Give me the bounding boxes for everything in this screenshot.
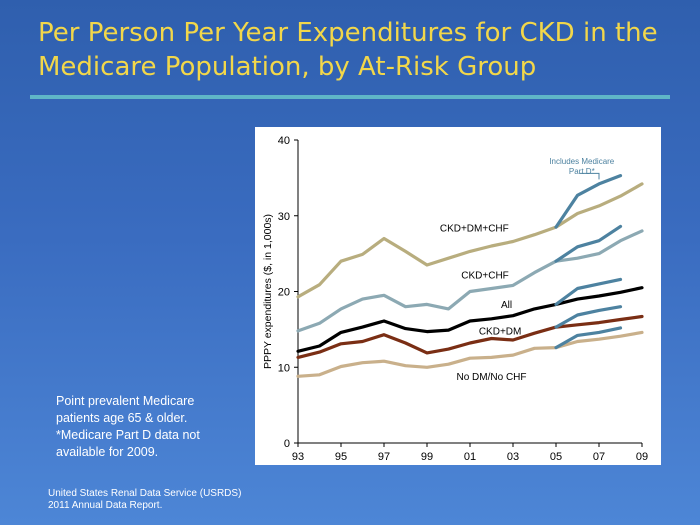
x-tick-label: 01: [464, 451, 476, 463]
part-d-series-line: [554, 224, 623, 263]
y-tick-label: 30: [278, 211, 290, 223]
series-label: All: [501, 300, 512, 311]
title-divider: [30, 95, 670, 99]
annotation-bracket: [579, 172, 600, 180]
line-chart: 0 10 20 30 40 93 95 97 99 01 03 05 07 09 PPPY expendit…: [262, 135, 648, 463]
annotation-text: Part D*: [569, 167, 595, 176]
x-tick-label: 93: [292, 451, 304, 463]
y-tick-label: 10: [278, 362, 290, 374]
footnote-line: patients age 65 & older.: [56, 411, 188, 425]
x-tick-label: 05: [550, 451, 562, 463]
series-line: [296, 314, 644, 359]
x-tick-label: 03: [507, 451, 519, 463]
source-line: United States Renal Data Service (USRDS): [48, 488, 242, 499]
series-label: No DM/No CHF: [456, 372, 526, 383]
footnote-line: Point prevalent Medicare: [56, 394, 195, 408]
annotation-text: Includes Medicare: [549, 157, 614, 166]
slide-title-line-1: Per Person Per Year Expenditures for CKD…: [38, 18, 658, 48]
part-d-series-line: [554, 173, 623, 229]
series-line: [296, 182, 644, 299]
source-line: 2011 Annual Data Report.: [48, 500, 163, 511]
part-d-series-line: [554, 326, 623, 350]
chart-panel: 0 10 20 30 40 93 95 97 99 01 03 05 07 09 PPPY expendit…: [255, 127, 661, 465]
series-label: CKD+DM+CHF: [440, 224, 509, 235]
x-tick-label: 97: [378, 451, 390, 463]
series-line: [296, 286, 644, 353]
footnote: Point prevalent Medicare patients age 65…: [56, 393, 256, 461]
y-tick-label: 0: [284, 438, 290, 450]
part-d-series-line: [554, 305, 623, 329]
y-axis-label: PPPY expenditures ($, in 1,000s): [262, 214, 274, 369]
y-tick-label: 40: [278, 135, 290, 147]
series-line: [296, 229, 644, 333]
x-tick-label: 09: [636, 451, 648, 463]
series-label: CKD+DM: [479, 327, 522, 338]
slide-title: Per Person Per Year Expenditures for CKD…: [38, 16, 678, 84]
footnote-line: available for 2009.: [56, 445, 159, 459]
series-line: [296, 330, 644, 378]
series-label: CKD+CHF: [461, 271, 509, 282]
part-d-series-line: [554, 277, 623, 306]
source-citation: United States Renal Data Service (USRDS)…: [48, 488, 308, 512]
x-tick-label: 99: [421, 451, 433, 463]
slide-title-line-2: Medicare Population, by At-Risk Group: [38, 52, 537, 82]
x-tick-label: 95: [335, 451, 347, 463]
y-tick-label: 20: [278, 287, 290, 299]
footnote-line: *Medicare Part D data not: [56, 428, 200, 442]
x-tick-label: 07: [593, 451, 605, 463]
